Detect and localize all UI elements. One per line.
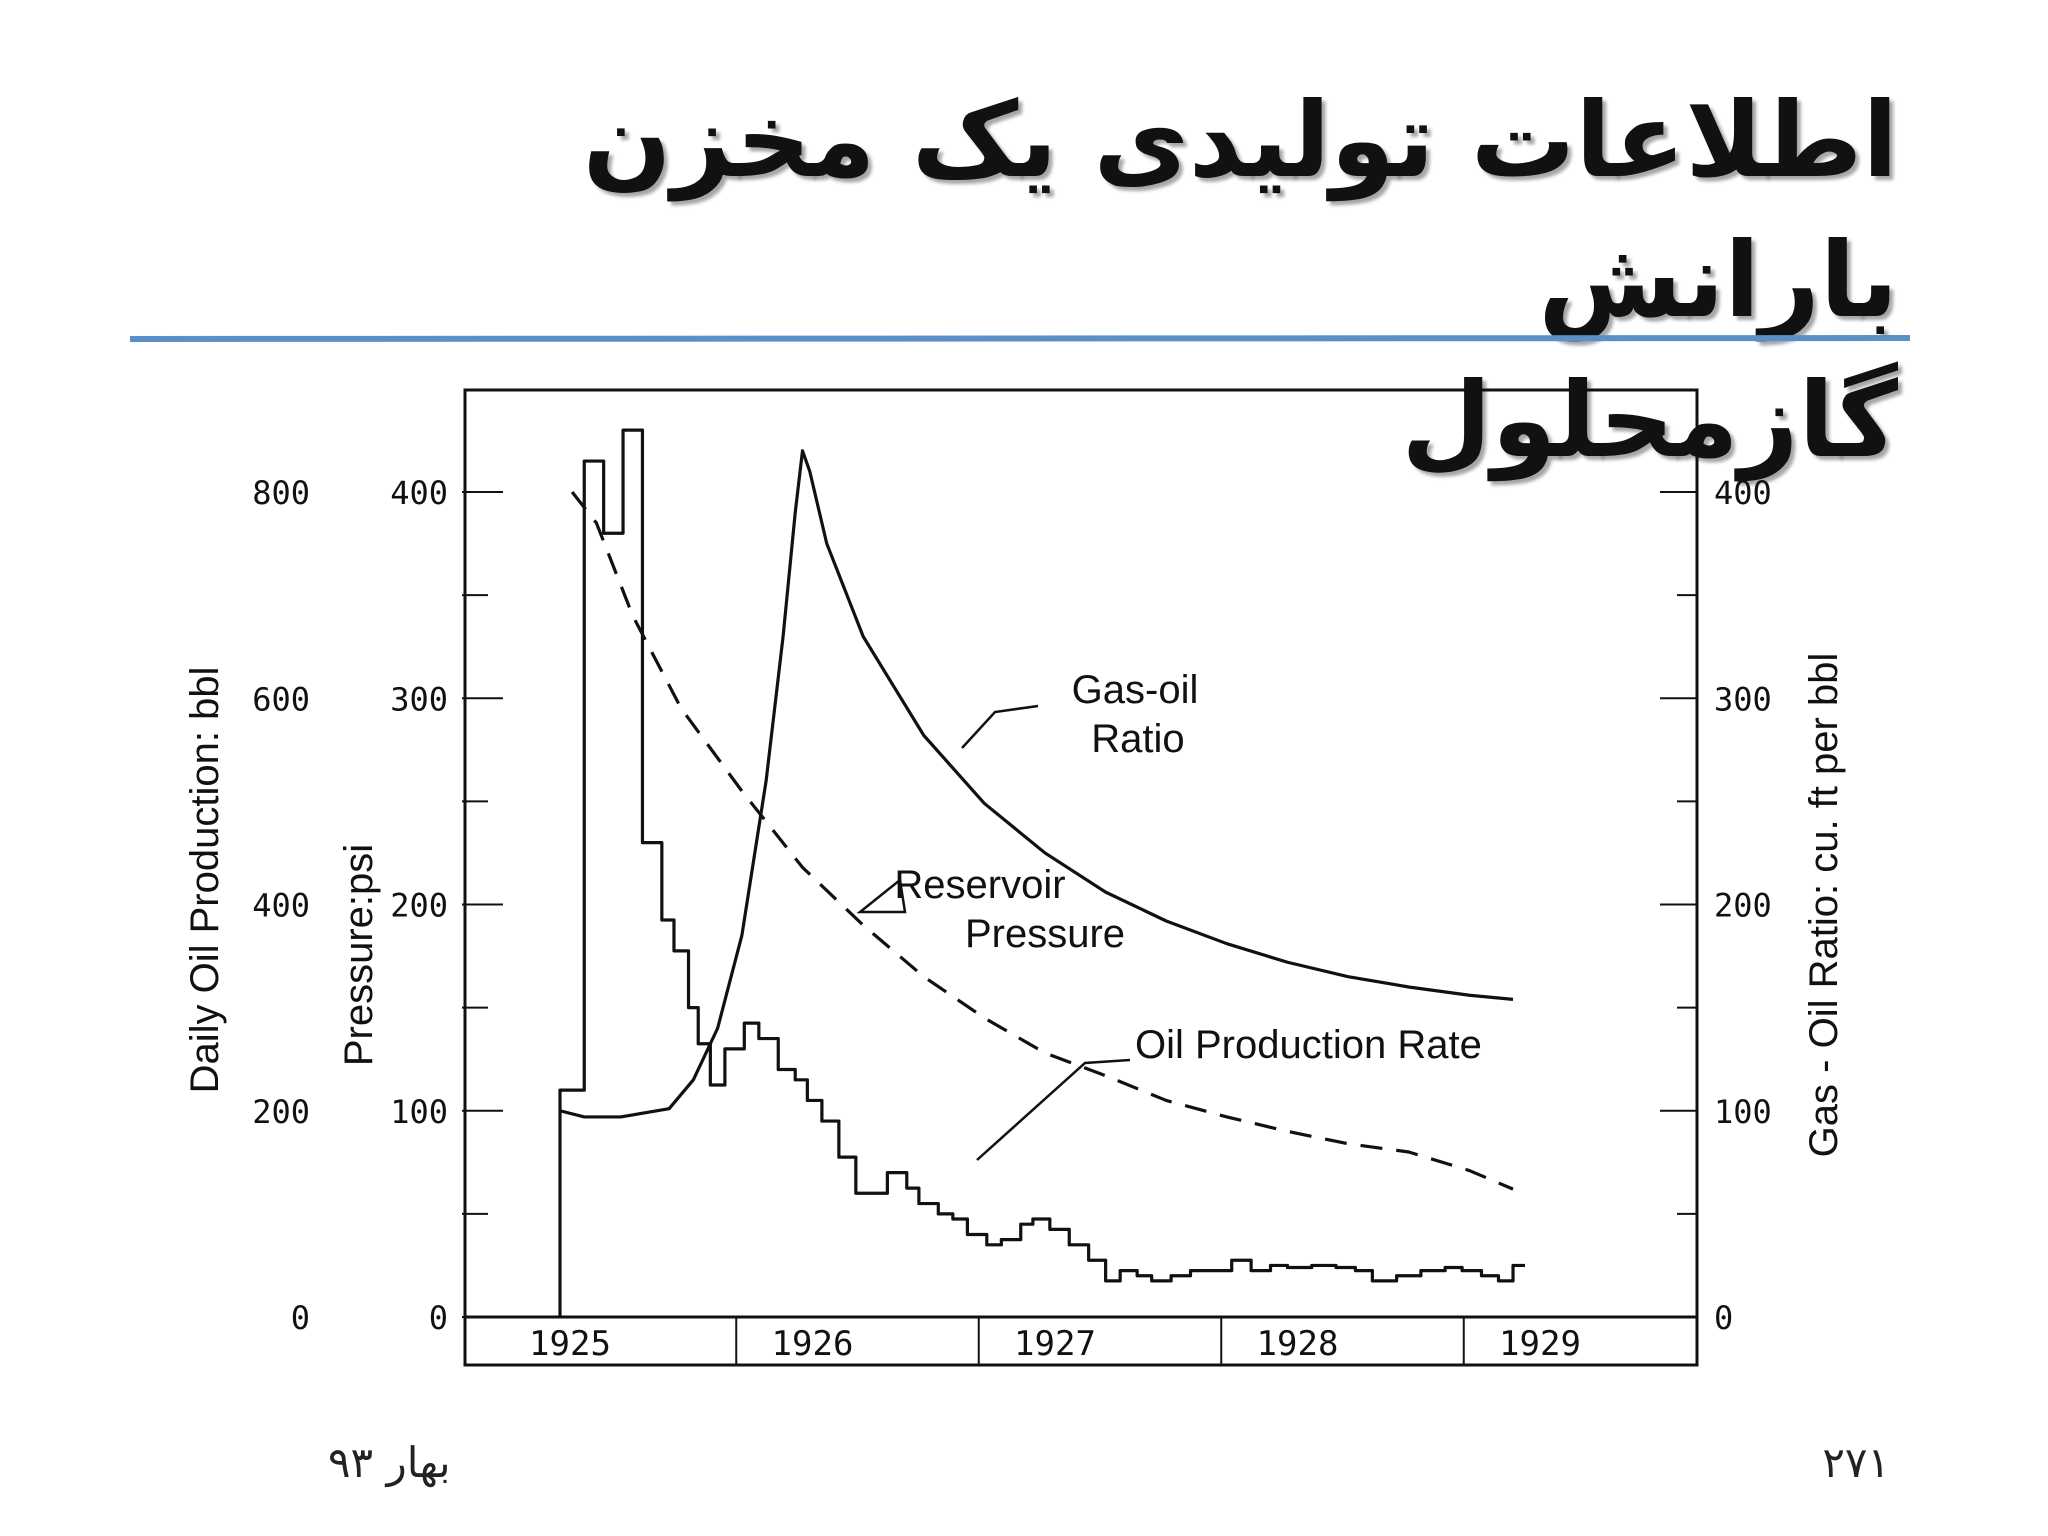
- x-tick-label: 1926: [772, 1324, 854, 1364]
- left-inner-tick-label: 300: [390, 680, 448, 718]
- right-tick-label: 100: [1714, 1093, 1772, 1131]
- slide-title-line-1: اطلاعات تولیدی یک مخزن بارانش: [582, 79, 1898, 341]
- right-tick-label: 300: [1714, 680, 1772, 718]
- slide-title-line-2: گازمحلول: [1401, 359, 1898, 481]
- title-divider-line: [130, 335, 1910, 343]
- plot-frame: [463, 388, 1699, 1367]
- left-outer-axis-title: Daily Oil Production: bbl: [183, 667, 227, 1094]
- left-outer-tick-label: 600: [252, 680, 310, 718]
- gor-annotation-leader: [961, 704, 1039, 749]
- left-outer-tick-label: 0: [291, 1299, 310, 1337]
- reservoir-pressure-series: [570, 491, 1514, 1191]
- pressure-annotation-leader: [856, 877, 907, 914]
- left-outer-tick-label: 200: [252, 1093, 310, 1131]
- left-inner-axis-title: Pressure:psi: [337, 844, 381, 1066]
- pressure-annotation-line-2: Pressure: [965, 912, 1125, 956]
- title-divider: [130, 335, 1910, 343]
- left-inner-tick-label: 400: [390, 474, 448, 512]
- x-tick-label: 1925: [529, 1324, 611, 1364]
- oil-production-rate-series: [558, 428, 1526, 1317]
- slide-title: اطلاعات تولیدی یک مخزن بارانش گازمحلول: [398, 70, 1898, 490]
- x-tick-label: 1928: [1257, 1324, 1339, 1364]
- pressure-annotation-line-1: Reservoir: [894, 863, 1065, 907]
- right-axis-title: Gas - Oil Ratio: cu. ft per bbl: [1802, 653, 1846, 1158]
- right-tick-label: 0: [1714, 1299, 1733, 1337]
- left-outer-tick-label: 400: [252, 887, 310, 925]
- x-tick-label: 1927: [1014, 1324, 1096, 1364]
- rate-annotation: Oil Production Rate: [1135, 1023, 1482, 1067]
- gor-annotation-line-2: Ratio: [1091, 717, 1184, 761]
- x-tick-label: 1929: [1499, 1324, 1581, 1364]
- gas-oil-ratio-series: [559, 449, 1514, 1119]
- left-outer-tick-label: 800: [252, 474, 310, 512]
- right-tick-label: 200: [1714, 887, 1772, 925]
- left-inner-tick-label: 0: [429, 1299, 448, 1337]
- footer-page-number: ۲۷۱: [1822, 1438, 1890, 1487]
- right-tick-label: 400: [1714, 474, 1772, 512]
- left-inner-tick-label: 200: [390, 887, 448, 925]
- gor-annotation-line-1: Gas-oil: [1072, 668, 1199, 712]
- footer-date: بهار ۹۳: [328, 1438, 451, 1487]
- rate-annotation-leader: [976, 1058, 1131, 1161]
- left-inner-tick-label: 100: [390, 1093, 448, 1131]
